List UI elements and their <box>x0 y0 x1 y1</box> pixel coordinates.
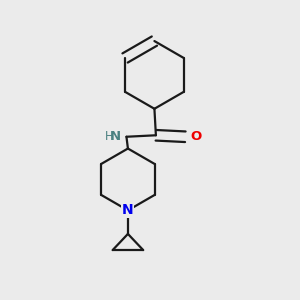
Text: N: N <box>122 203 134 218</box>
Text: H: H <box>105 130 114 143</box>
Text: O: O <box>190 130 202 143</box>
Text: N: N <box>110 130 121 143</box>
